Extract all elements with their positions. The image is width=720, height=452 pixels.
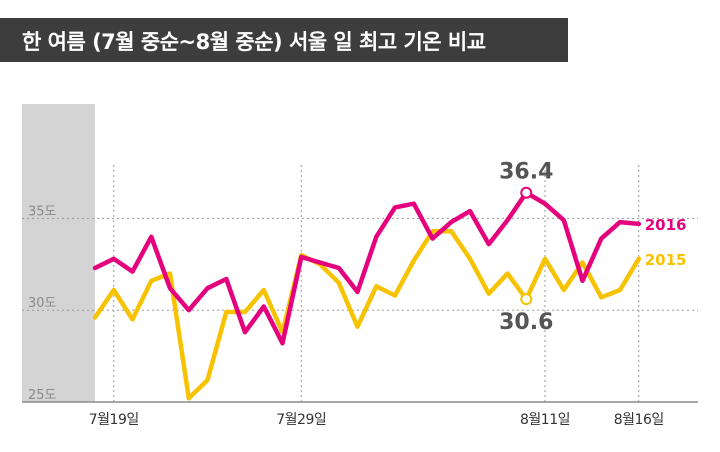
- annotation-label-2016: 36.4: [499, 160, 553, 185]
- y-tick-label: 25도: [28, 388, 57, 403]
- y-tick-labels: 35도 30도 25도: [28, 204, 57, 403]
- x-tick-label: 7월29일: [276, 412, 326, 428]
- title-bar: 한 여름 (7월 중순~8월 중순) 서울 일 최고 기온 비교: [0, 18, 568, 62]
- annotation-label-2015: 30.6: [499, 310, 553, 335]
- annotation-point-2016: [520, 186, 533, 199]
- y-tick-label: 35도: [28, 204, 57, 219]
- series-label-2016: 2016: [645, 216, 687, 234]
- series-line-2016: [92, 190, 642, 346]
- x-tick-label: 8월16일: [614, 412, 664, 428]
- series-labels: 2015 2016: [645, 216, 687, 269]
- annotation-point-2015: [520, 293, 533, 306]
- y-tick-label: 30도: [28, 296, 57, 311]
- annotation-markers: 36.4 30.6: [499, 160, 553, 335]
- series-line-2015: [92, 229, 642, 401]
- x-tick-labels: 7월19일 7월29일 8월11일 8월16일: [89, 412, 664, 428]
- plot-frame: [22, 104, 698, 403]
- chart-title: 한 여름 (7월 중순~8월 중순) 서울 일 최고 기온 비교: [22, 30, 486, 54]
- series-label-2015: 2015: [645, 251, 687, 269]
- y-axis-band: [22, 104, 95, 402]
- x-tick-label: 7월19일: [89, 412, 139, 428]
- x-tick-label: 8월11일: [520, 412, 570, 428]
- series-lines: [92, 190, 642, 401]
